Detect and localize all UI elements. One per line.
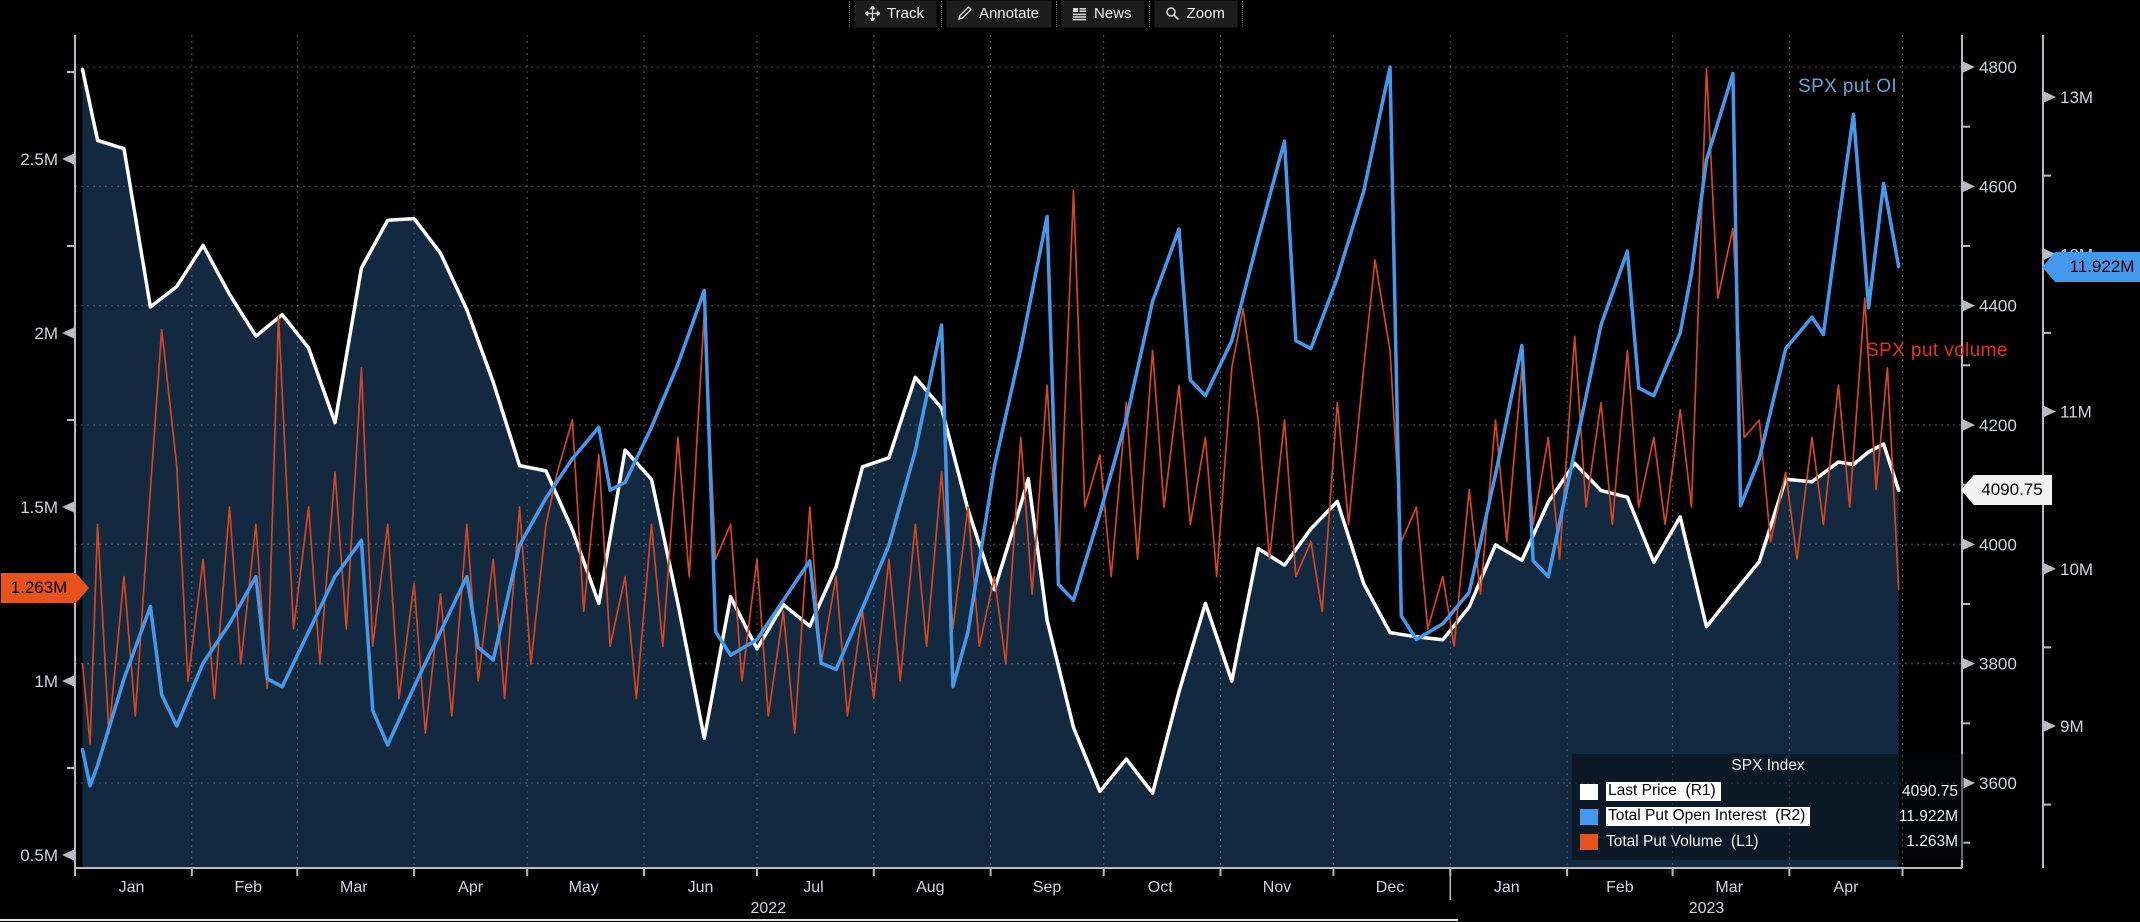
legend-value: 4090.75 <box>1901 782 1958 800</box>
svg-text:Nov: Nov <box>1263 879 1291 896</box>
svg-text:2M: 2M <box>34 324 58 343</box>
svg-text:13M: 13M <box>2060 88 2093 107</box>
svg-text:3600: 3600 <box>1979 774 2017 793</box>
svg-text:4800: 4800 <box>1979 58 2017 77</box>
svg-text:2.5M: 2.5M <box>20 150 58 169</box>
price-area-fill <box>82 69 1899 868</box>
annotate-button-label: Annotate <box>978 5 1040 22</box>
svg-text:11M: 11M <box>2060 403 2092 422</box>
annotate-button[interactable]: Annotate <box>945 0 1053 28</box>
zoom-button-label: Zoom <box>1186 5 1225 22</box>
left-axis-ticks: 0.5M 1M 1.5M 2M 2.5M <box>20 71 75 865</box>
svg-text:Mar: Mar <box>340 879 368 896</box>
svg-text:Jan: Jan <box>119 879 145 896</box>
svg-text:Apr: Apr <box>458 879 484 896</box>
svg-text:Aug: Aug <box>916 879 944 896</box>
svg-text:4200: 4200 <box>1979 416 2017 435</box>
series-total-put-open-interest[interactable] <box>80 65 1901 788</box>
svg-text:3800: 3800 <box>1979 655 2017 674</box>
svg-text:Oct: Oct <box>1148 879 1173 896</box>
svg-text:4600: 4600 <box>1979 177 2017 196</box>
toolbar-separator <box>1056 1 1058 27</box>
track-button[interactable]: Track <box>854 0 937 28</box>
volume-last-value-badge: 1.263M <box>1 573 89 603</box>
chart-toolbar: Track Annotate News <box>845 0 1247 28</box>
svg-text:1.5M: 1.5M <box>20 498 58 517</box>
svg-text:Dec: Dec <box>1376 879 1404 896</box>
toolbar-separator <box>940 1 942 27</box>
svg-text:Feb: Feb <box>1606 879 1634 896</box>
svg-text:Jun: Jun <box>688 879 714 896</box>
legend-value: 1.263M <box>1906 832 1958 850</box>
svg-text:Apr: Apr <box>1834 879 1860 896</box>
legend-value: 11.922M <box>1898 807 1958 825</box>
svg-text:1M: 1M <box>34 672 58 691</box>
svg-text:9M: 9M <box>2060 717 2084 736</box>
series-total-put-volume[interactable] <box>81 67 1900 745</box>
svg-text:2022: 2022 <box>751 900 787 917</box>
panel-bottom-edge <box>0 919 1458 921</box>
oi-axis-ticks: 9M10M11M12M13M <box>2043 88 2093 806</box>
legend-label: Last Price (R1) <box>1606 782 1721 801</box>
last-price-swatch <box>1580 783 1598 800</box>
legend-label: Total Put Open Interest (R2) <box>1606 807 1811 826</box>
legend-row-put-open-interest[interactable]: Total Put Open Interest (R2) 11.922M <box>1572 804 1964 829</box>
spx-put-oi-label: SPX put OI <box>1798 76 1898 97</box>
news-button[interactable]: News <box>1061 0 1145 28</box>
zoom-button[interactable]: Zoom <box>1153 0 1238 28</box>
news-button-label: News <box>1094 5 1132 22</box>
svg-text:Mar: Mar <box>1715 879 1743 896</box>
svg-text:Jul: Jul <box>803 879 823 896</box>
month-labels: Jan Feb Mar Apr May Jun Jul Aug Sep Oct Nov Dec Jan F… <box>119 879 1860 917</box>
svg-text:Feb: Feb <box>235 879 263 896</box>
price-axis-ticks: 3600 3800 4000 4200 4400 4600 4800 <box>1962 58 2017 844</box>
put-oi-swatch <box>1580 808 1598 825</box>
chart-legend[interactable]: SPX Index Last Price (R1) 4090.75 Total … <box>1572 754 1964 860</box>
svg-text:10M: 10M <box>2060 560 2093 579</box>
svg-text:4400: 4400 <box>1979 297 2017 316</box>
svg-text:4000: 4000 <box>1979 535 2017 554</box>
track-move-icon <box>865 6 880 21</box>
series-last-price[interactable] <box>80 67 1901 795</box>
legend-title: SPX Index <box>1731 757 1805 774</box>
legend-row-put-volume[interactable]: Total Put Volume (L1) 1.263M <box>1572 829 1964 854</box>
svg-text:2023: 2023 <box>1689 900 1725 917</box>
price-last-value-badge: 4090.75 <box>1961 475 2052 505</box>
svg-text:Jan: Jan <box>1494 879 1520 896</box>
toolbar-separator <box>1241 1 1243 27</box>
svg-text:0.5M: 0.5M <box>20 846 58 865</box>
toolbar-separator <box>849 1 850 27</box>
put-volume-swatch <box>1580 833 1598 850</box>
news-list-icon <box>1073 7 1087 20</box>
annotate-pencil-icon <box>958 6 972 20</box>
track-button-label: Track <box>887 5 924 22</box>
oi-last-value-badge: 11.922M <box>2042 252 2140 282</box>
legend-row-last-price[interactable]: Last Price (R1) 4090.75 <box>1572 779 1964 804</box>
zoom-magnifier-icon <box>1165 7 1179 21</box>
toolbar-separator <box>1148 1 1150 27</box>
svg-text:May: May <box>569 879 599 896</box>
spx-put-volume-label: SPX put volume <box>1866 340 2008 361</box>
svg-text:Sep: Sep <box>1033 879 1062 896</box>
legend-label: Total Put Volume (L1) <box>1606 832 1759 850</box>
